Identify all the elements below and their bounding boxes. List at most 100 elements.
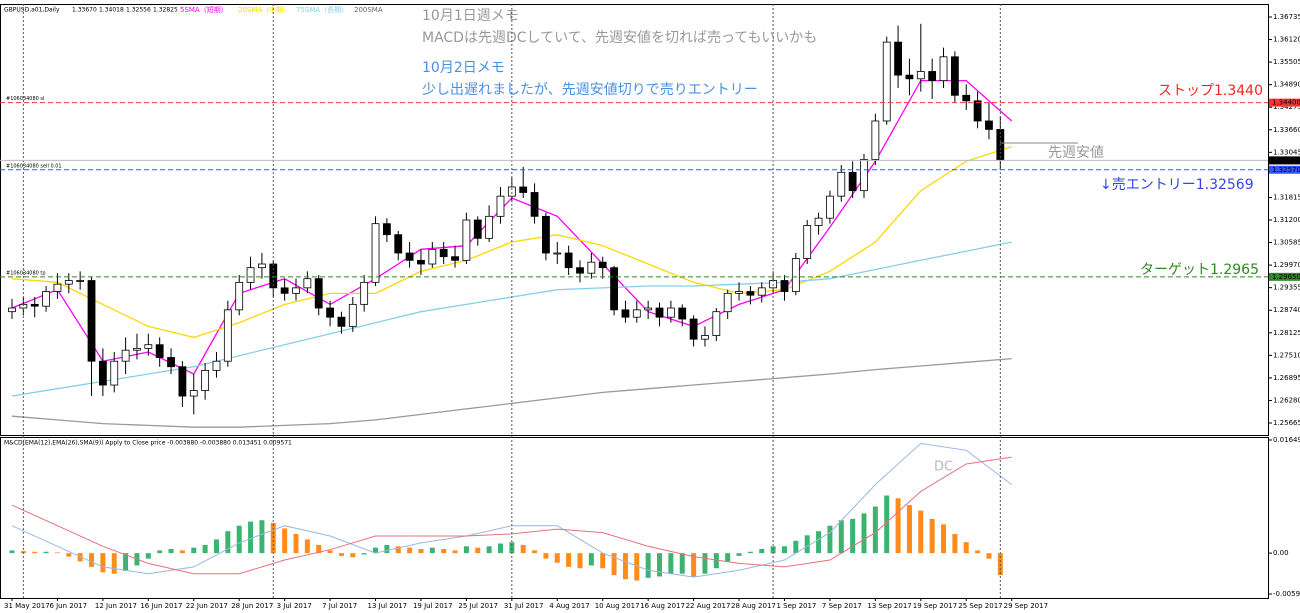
candle-body — [394, 234, 403, 254]
price-tag-label: 1.34400 — [1272, 99, 1300, 107]
price-tag — [1269, 98, 1300, 107]
candle-body — [542, 215, 550, 254]
candle-body — [382, 223, 391, 236]
y-tick-label: 1.28125 — [1273, 329, 1300, 337]
candle-body — [485, 215, 494, 239]
y-tick-label: 1.28740 — [1273, 306, 1300, 314]
x-tick-label: 25 Jul 2017 — [458, 602, 498, 610]
histogram-bar — [713, 553, 719, 569]
candle-body — [803, 225, 812, 259]
candle-body — [712, 311, 721, 336]
histogram-bar — [77, 553, 83, 562]
histogram-bar — [566, 553, 572, 567]
y-tick-label: 1.29970 — [1273, 261, 1300, 269]
x-tick-label: 7 Jul 2017 — [322, 602, 357, 610]
y-tick-label: 1.30585 — [1273, 239, 1300, 247]
histogram-bar — [850, 518, 856, 554]
histogram-bar — [906, 505, 912, 554]
candle-body — [462, 219, 471, 261]
histogram-bar — [622, 553, 628, 580]
candle-body — [576, 267, 584, 274]
candle-body — [439, 248, 448, 258]
histogram-bar — [554, 553, 560, 563]
dc-label: DC — [934, 460, 953, 475]
price-tag-label: 1.29650 — [1272, 273, 1300, 281]
y-tick-label: 1.35505 — [1273, 58, 1300, 66]
candle-body — [916, 71, 925, 80]
candle-body — [87, 280, 96, 362]
candle-body — [496, 195, 505, 217]
candle-body — [598, 261, 607, 269]
x-tick-label: 3 Jul 2017 — [277, 602, 312, 610]
x-tick-label: 13 Sep 2017 — [867, 602, 911, 610]
legend-entry: 200SMA — [354, 6, 383, 14]
symbol: GBPUSD.a01,Daily — [4, 7, 60, 14]
y-tick-label: -0.005957 — [1273, 590, 1300, 598]
candle-body — [780, 280, 789, 292]
candle-body — [973, 100, 982, 122]
histogram-bar — [373, 547, 379, 554]
x-tick-label: 29 Sep 2017 — [1004, 602, 1048, 610]
macd-plot — [9, 442, 1013, 581]
candle-body — [303, 278, 312, 289]
histogram-bar — [657, 553, 663, 577]
y-tick-label: 1.36735 — [1273, 13, 1300, 21]
histogram-bar — [975, 550, 981, 554]
x-tick-label: 12 Jun 2017 — [95, 602, 137, 610]
candle-body — [950, 56, 959, 96]
candle-body — [894, 41, 902, 76]
candle-body — [235, 281, 244, 311]
y-tick-label: 1.34890 — [1273, 81, 1300, 89]
candle-body — [939, 56, 948, 82]
x-tick-label: 4 Aug 2017 — [549, 602, 589, 610]
memo: 少し出遅れましたが、先週安値切りで売りエントリー — [422, 82, 758, 98]
histogram-bar — [43, 551, 49, 554]
order-label: #106034080 sell 0.01 — [6, 163, 62, 169]
memo: MACDは先週DCしていて、先週安値を切れば売ってもいいかも — [422, 30, 817, 46]
candle-body — [8, 307, 16, 313]
y-tick-label: 1.31200 — [1273, 216, 1300, 224]
histogram-bar — [475, 547, 481, 554]
histogram-bar — [645, 553, 651, 578]
y-tick-label: 1.33045 — [1273, 148, 1300, 156]
ohlc-value: 1.32556 — [126, 7, 151, 14]
histogram-bar — [89, 553, 95, 567]
histogram-bar — [407, 547, 413, 554]
price-tag-label: 1.32570 — [1272, 166, 1300, 174]
candle-body — [871, 120, 880, 160]
target-label: ターゲット1.2965 — [1140, 262, 1259, 278]
candle-body — [360, 281, 369, 305]
ohlc-value: 1.34018 — [99, 7, 124, 14]
legend-entry: 75SMA（長期） — [296, 6, 348, 14]
histogram-bar — [543, 553, 549, 559]
histogram-bar — [509, 542, 515, 554]
candle-body — [98, 360, 107, 386]
y-tick-label: 1.33660 — [1273, 126, 1300, 134]
candle-body — [201, 369, 210, 391]
memo-title: 10月2日メモ — [422, 60, 505, 76]
candle-body — [882, 41, 891, 122]
candle-body — [791, 258, 800, 292]
histogram-bar — [497, 543, 503, 554]
histogram-bar — [395, 546, 401, 554]
order-label: #106034080 sl — [6, 96, 44, 102]
x-tick-label: 31 Jul 2017 — [504, 602, 544, 610]
histogram-bar — [282, 528, 288, 554]
histogram-bar — [611, 553, 617, 576]
histogram-bar — [668, 553, 674, 574]
histogram-bar — [259, 520, 265, 554]
y-tick-label: 1.26280 — [1273, 396, 1300, 404]
candle-body — [42, 291, 50, 307]
candle-body — [155, 344, 164, 358]
candle-body — [587, 261, 596, 274]
candle-body — [655, 307, 664, 318]
histogram-bar — [804, 535, 810, 554]
histogram-bar — [361, 553, 367, 555]
candle-body — [76, 280, 85, 282]
histogram-bar — [32, 551, 38, 554]
histogram-bar — [872, 506, 878, 554]
candle-body — [189, 390, 198, 397]
histogram-bar — [736, 553, 742, 556]
histogram-bar — [111, 553, 117, 574]
histogram-bar — [452, 550, 458, 554]
